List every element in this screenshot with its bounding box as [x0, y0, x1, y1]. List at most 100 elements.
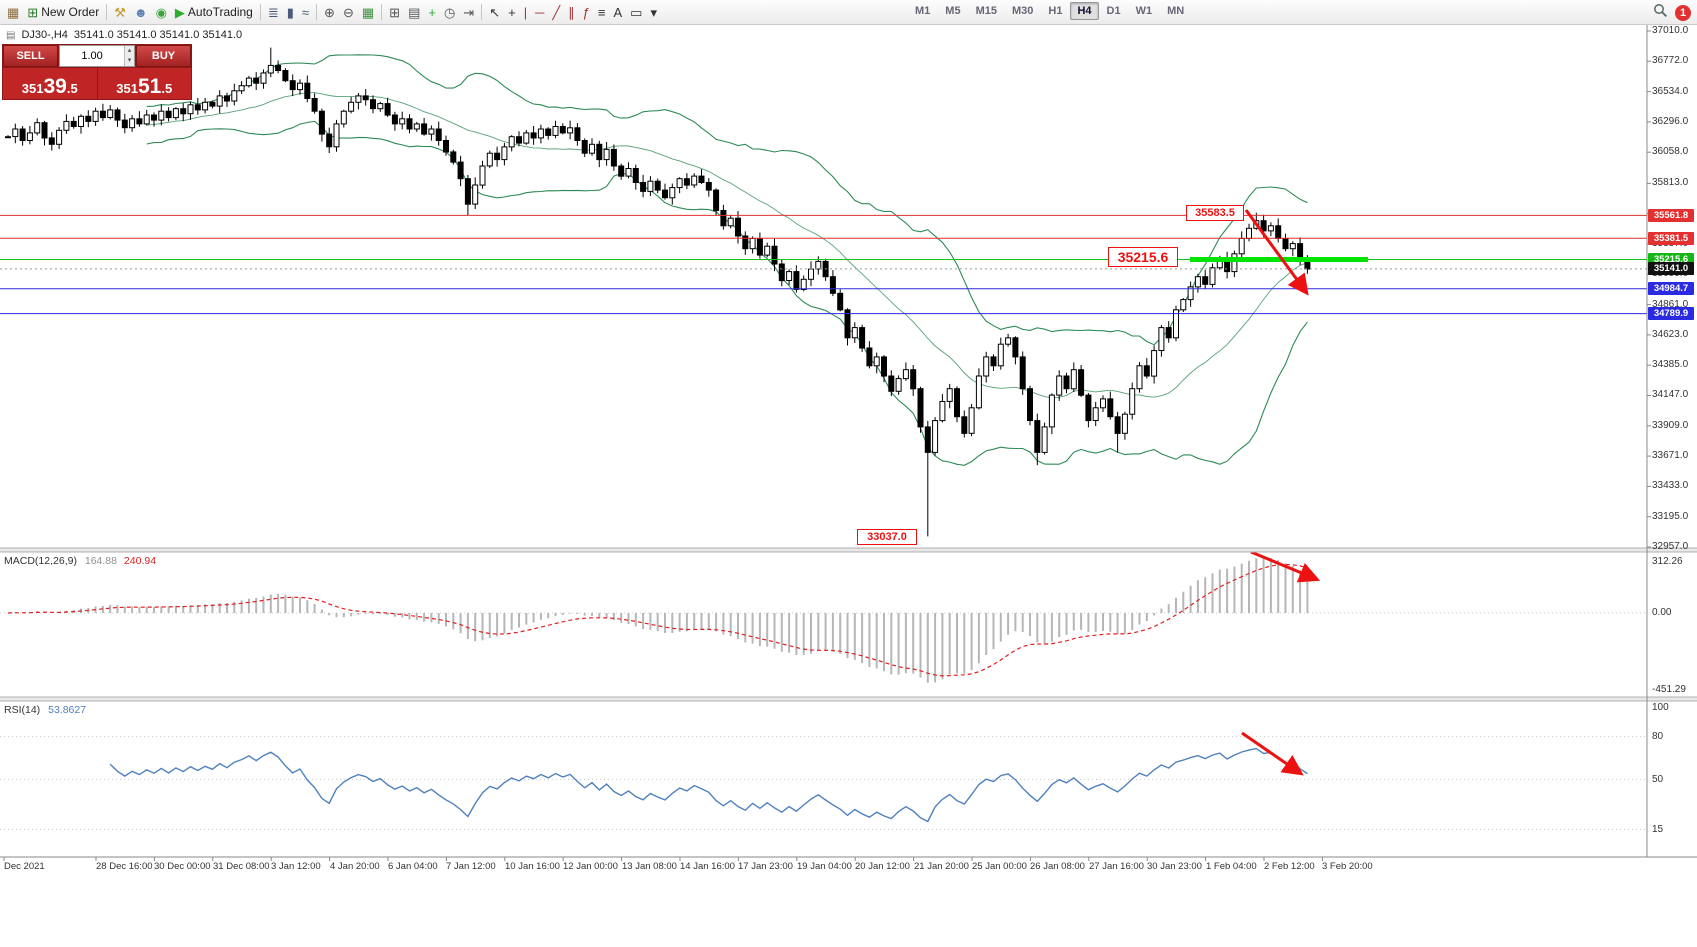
new-chart-icon[interactable]: ⊞: [385, 2, 404, 22]
chart-window-icon[interactable]: ▦: [3, 2, 23, 22]
trend-arrows[interactable]: [1241, 209, 1321, 776]
timeframe-m1[interactable]: M1: [915, 5, 931, 17]
time-axis-label: 10 Jan 16:00: [505, 861, 560, 872]
time-axis-label: 17 Jan 23:00: [738, 861, 793, 872]
time-axis-label: 7 Jan 12:00: [446, 861, 496, 872]
new-order-button[interactable]: ⊞ New Order: [23, 2, 103, 22]
tile-windows-icon: ▦: [361, 4, 375, 20]
arrows-dropdown[interactable]: ▾: [646, 2, 661, 22]
horizontal-line-icon: ─: [535, 4, 545, 20]
toolbar: ▦ ⊞ New Order ⚒ ☻ ◉ ▶ AutoTrading ≣ ▮ ≈ ⊕ ⊖ ▦ ⊞ ▤ + ◷ ⇥ ↖ + |…: [0, 0, 1697, 25]
shapes-icon[interactable]: ≡: [594, 2, 610, 22]
panel-dividers[interactable]: [0, 547, 1697, 702]
timeframe-mn[interactable]: MN: [1167, 5, 1185, 17]
time-axis[interactable]: Dec 2021 28 Dec 16:00 30 Dec 00:00 31 Dec 0…: [0, 858, 1697, 880]
time-axis-label: 30 Jan 23:00: [1147, 861, 1202, 872]
cursor-icon: ↖: [489, 4, 501, 20]
channel-icon: ∥: [568, 4, 575, 20]
volume-field[interactable]: ▴ ▾: [59, 45, 135, 67]
profiles-list-icon: ▤: [408, 4, 421, 20]
autotrading-button[interactable]: ▶ AutoTrading: [171, 2, 257, 22]
expert-advisors-icon[interactable]: ⚒: [110, 2, 130, 22]
profiles-icon: ☻: [133, 4, 148, 20]
profiles-list-icon[interactable]: ▤: [404, 2, 424, 22]
volume-steppers: ▴ ▾: [124, 46, 134, 66]
cursor-icon[interactable]: ↖: [485, 2, 504, 22]
horizontal-level-lines[interactable]: [0, 214, 1647, 315]
shapes-icon: ≡: [597, 4, 606, 20]
timeframe-m30[interactable]: M30: [1011, 5, 1034, 17]
resistance-tag-1: 35561.8: [1648, 209, 1694, 222]
line-chart-icon[interactable]: ≈: [298, 2, 313, 22]
search-icon[interactable]: [1653, 3, 1668, 23]
timeframe-m5[interactable]: M5: [945, 5, 961, 17]
toolbar-left-groups: ▦ ⊞ New Order ⚒ ☻ ◉ ▶ AutoTrading ≣ ▮ ≈ ⊕ ⊖ ▦ ⊞ ▤ + ◷ ⇥ ↖ + |…: [3, 2, 661, 22]
horizontal-line-icon[interactable]: ─: [531, 2, 548, 22]
label-icon[interactable]: ▭: [626, 2, 646, 22]
price-axis-label: 34861.0: [1652, 299, 1689, 310]
time-axis-label: 12 Jan 00:00: [563, 861, 618, 872]
market-watch-icon[interactable]: ◉: [152, 2, 171, 22]
timeframe-w1[interactable]: W1: [1135, 5, 1153, 17]
zoom-out-icon[interactable]: ⊖: [339, 2, 358, 22]
vertical-line-icon[interactable]: |: [520, 2, 531, 22]
rsi-label: RSI(14): [4, 704, 41, 716]
buy-price[interactable]: 351 51.5: [97, 68, 191, 99]
timeframe-h1[interactable]: H1: [1048, 5, 1063, 17]
macd-axis-label: 312.26: [1652, 556, 1683, 567]
period-icon[interactable]: ◷: [440, 2, 459, 22]
time-axis-label: 1 Feb 04:00: [1206, 861, 1257, 872]
price-axis-label: 32957.0: [1652, 541, 1689, 552]
timeframe-switcher: M1 M5 M15 M30 H1 H4 D1 W1 MN: [908, 2, 1191, 20]
channel-icon[interactable]: ∥: [564, 2, 579, 22]
timeframe-m15[interactable]: M15: [975, 5, 997, 17]
price-axis-label: 36058.0: [1652, 146, 1689, 157]
price-axis[interactable]: 37010.0 36772.0 36534.0 36296.0 36058.0 35813…: [1648, 25, 1696, 857]
volume-input[interactable]: [60, 46, 125, 66]
tile-windows-icon[interactable]: ▦: [358, 2, 378, 22]
candlestick-chart-icon: ▮: [286, 4, 294, 20]
candlestick-chart-icon[interactable]: ▮: [283, 2, 298, 22]
rsi-header: RSI(14) 53.8627: [4, 704, 86, 716]
chart-shift-icon[interactable]: ⇥: [459, 2, 478, 22]
current-price-tag: 35141.0: [1648, 262, 1694, 275]
macd-axis-label: 0.00: [1652, 607, 1672, 618]
zoom-in-icon[interactable]: ⊕: [320, 2, 339, 22]
price-axis-label: 36296.0: [1652, 116, 1689, 127]
chart-ohlc-header: ▤ DJ30-,H4 35141.0 35141.0 35141.0 35141…: [6, 29, 242, 41]
timeframe-h4[interactable]: H4: [1070, 2, 1099, 20]
price-axis-label: 34623.0: [1652, 329, 1689, 340]
price-axis-label: 34385.0: [1652, 359, 1689, 370]
autotrading-button-label: AutoTrading: [187, 5, 253, 19]
macd-main-value: 164.88: [84, 555, 117, 567]
text-icon[interactable]: A: [609, 2, 626, 22]
macd-label: MACD(12,26,9): [4, 555, 77, 567]
rsi-axis-label: 100: [1652, 702, 1669, 713]
sell-price[interactable]: 351 39.5: [3, 68, 97, 99]
price-axis-label: 35813.0: [1652, 177, 1689, 188]
buy-button[interactable]: BUY: [136, 45, 191, 67]
volume-up-button[interactable]: ▴: [125, 46, 134, 56]
notification-badge[interactable]: 1: [1675, 5, 1691, 21]
price-axis-label: 33433.0: [1652, 480, 1689, 491]
crosshair-icon[interactable]: +: [504, 2, 520, 22]
macd-header: MACD(12,26,9) 164.88 240.94: [4, 555, 156, 567]
add-indicator-icon[interactable]: +: [424, 2, 440, 22]
chart-shift-icon: ⇥: [463, 4, 475, 20]
time-axis-label: 30 Dec 00:00: [154, 861, 211, 872]
time-axis-label: 26 Jan 08:00: [1030, 861, 1085, 872]
trendline-icon: ╱: [552, 4, 561, 20]
chart-ohlc-values: 35141.0 35141.0 35141.0 35141.0: [73, 29, 243, 41]
bar-chart-icon[interactable]: ≣: [264, 2, 283, 22]
trendline-icon[interactable]: ╱: [548, 2, 564, 22]
fibonacci-icon[interactable]: ƒ: [579, 2, 594, 22]
support-tag-2: 34789.9: [1648, 307, 1694, 320]
timeframe-d1[interactable]: D1: [1106, 5, 1121, 17]
profiles-icon[interactable]: ☻: [130, 2, 152, 22]
zoom-out-icon: ⊖: [342, 4, 354, 20]
volume-down-button[interactable]: ▾: [125, 56, 134, 66]
sell-button[interactable]: SELL: [3, 45, 58, 67]
